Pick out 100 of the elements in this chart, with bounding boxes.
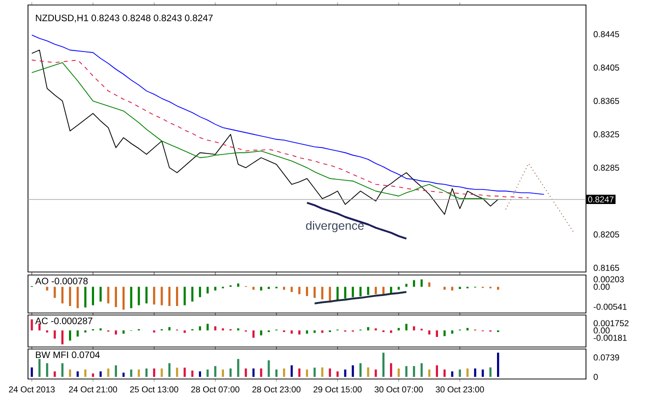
bar (314, 330, 316, 333)
bar (214, 326, 216, 330)
bar (328, 368, 331, 377)
bar (268, 286, 270, 290)
bar (68, 286, 72, 306)
y-tick-label: 0.0739 (594, 354, 620, 360)
bar (68, 330, 72, 341)
bar (298, 330, 300, 334)
bar (191, 286, 194, 302)
bar (229, 368, 232, 377)
bar (328, 286, 331, 301)
bar (451, 330, 454, 334)
bar (458, 370, 461, 377)
bar (176, 286, 178, 306)
bar (352, 365, 354, 377)
bar (436, 365, 438, 377)
bar (344, 370, 346, 377)
bar (283, 368, 286, 377)
bar (374, 370, 377, 377)
bar (168, 286, 170, 306)
y-tick-label: 0.8365 (594, 98, 620, 104)
bar (444, 330, 446, 336)
bar (275, 370, 278, 377)
bar (46, 286, 48, 290)
y-tick-label: 0.8165 (594, 264, 620, 271)
bar (100, 371, 102, 377)
bar (46, 363, 48, 377)
bar (298, 368, 300, 377)
bar (107, 286, 110, 304)
bar (38, 358, 41, 377)
x-tick-label: 24 Oct 2013 (9, 386, 55, 392)
x-tick-label: 28 Oct 07:00 (191, 386, 240, 392)
bar (54, 371, 56, 377)
bar (398, 286, 400, 290)
bar (352, 286, 354, 298)
bar (359, 363, 362, 377)
line-series (505, 163, 575, 234)
bar (84, 370, 86, 377)
ref-line-label: 0.8247 (588, 196, 614, 202)
bar (466, 328, 469, 330)
bar (412, 326, 416, 330)
x-tick-label: 29 Oct 15:00 (314, 386, 362, 392)
bar (290, 365, 293, 377)
bar (130, 286, 132, 308)
annotation: divergence (306, 221, 364, 232)
bar (206, 286, 209, 294)
bar (30, 367, 33, 377)
bar (206, 324, 209, 330)
bar (214, 366, 216, 377)
line-series (314, 291, 408, 304)
y-tick-label: 0 (594, 374, 598, 380)
bar (482, 370, 484, 377)
bar (412, 280, 416, 287)
bar (314, 286, 316, 298)
bar (191, 370, 194, 377)
bar (198, 371, 202, 377)
bar (176, 368, 178, 377)
bar (321, 330, 324, 333)
y-tick-label: 0.8405 (594, 64, 620, 71)
bar (444, 370, 446, 377)
chart-title: AO -0.00078 (35, 278, 88, 284)
bar (168, 327, 170, 330)
bar (61, 330, 64, 344)
bar (68, 370, 72, 377)
bar (252, 330, 255, 338)
y-tick-label: 0.00 (594, 327, 610, 334)
bar (398, 328, 400, 330)
y-tick-label: -0.00541 (594, 304, 627, 310)
bar (145, 368, 148, 377)
y-tick-label: 0.8205 (594, 231, 620, 238)
bar (54, 286, 56, 298)
bar (76, 330, 79, 337)
bar (474, 368, 476, 377)
x-tick-label: 24 Oct 21:00 (68, 386, 118, 392)
x-tick-label: 30 Oct 07:00 (374, 386, 423, 392)
bar (138, 286, 140, 306)
bar (114, 286, 117, 308)
bar (138, 370, 140, 377)
y-tick-label: -0.00181 (594, 334, 627, 341)
bar (206, 370, 209, 377)
bar (160, 286, 163, 306)
bar (130, 370, 132, 377)
x-tick-label: 28 Oct 23:00 (252, 386, 301, 392)
y-tick-label: 0.8325 (594, 131, 620, 138)
y-tick-label: 0.8285 (594, 164, 620, 171)
bar (122, 286, 125, 310)
bar (382, 352, 384, 377)
bar (405, 284, 408, 287)
chart-title: AC -0.000287 (35, 318, 92, 324)
bar (321, 286, 324, 300)
bar (114, 330, 117, 334)
bar (76, 286, 79, 308)
bar (244, 368, 247, 377)
bar (184, 330, 186, 333)
y-tick-label: 0.8445 (594, 31, 620, 38)
bar (214, 286, 216, 290)
bar (145, 286, 148, 304)
text: NZDUSD,H1 0.8243 0.8248 0.8243 0.8247 (36, 14, 213, 22)
bar (76, 371, 79, 377)
bar (466, 368, 469, 377)
